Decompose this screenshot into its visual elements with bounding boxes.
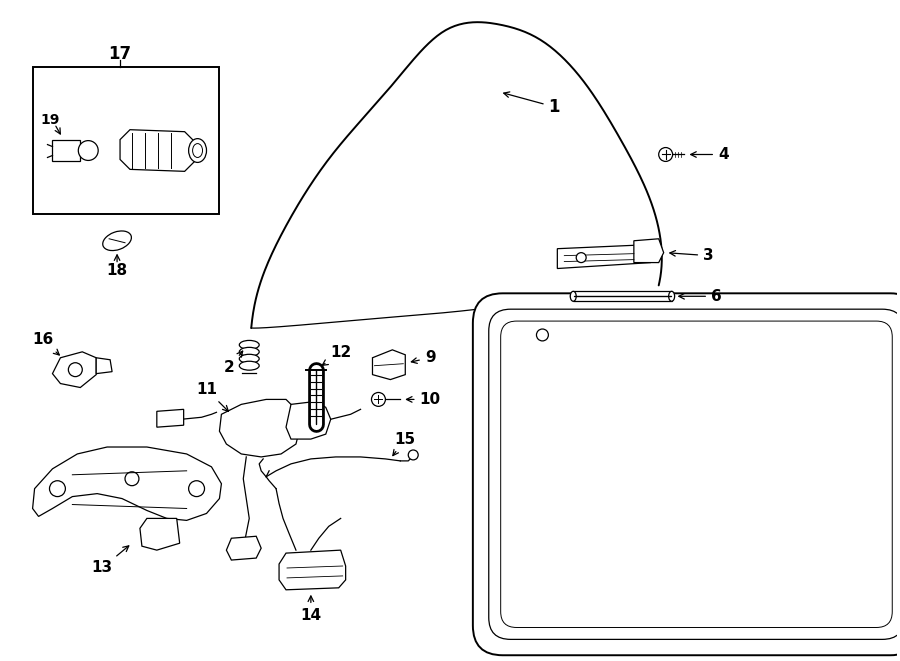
Polygon shape [52, 352, 96, 387]
Polygon shape [373, 350, 405, 379]
Ellipse shape [239, 340, 259, 350]
Bar [52, 139, 80, 161]
Text: 12: 12 [322, 345, 351, 366]
Bar [32, 67, 220, 214]
FancyBboxPatch shape [472, 293, 900, 655]
Text: 14: 14 [301, 596, 321, 623]
Circle shape [536, 329, 548, 341]
Polygon shape [32, 447, 221, 520]
Ellipse shape [239, 354, 259, 364]
Text: 6: 6 [679, 289, 722, 304]
Text: 4: 4 [690, 147, 729, 162]
Ellipse shape [571, 292, 576, 301]
Polygon shape [140, 518, 180, 550]
Text: 13: 13 [92, 546, 129, 576]
Polygon shape [279, 550, 346, 590]
Text: 10: 10 [407, 392, 441, 407]
Ellipse shape [669, 292, 675, 301]
Polygon shape [157, 409, 184, 427]
FancyBboxPatch shape [500, 321, 892, 627]
Polygon shape [96, 358, 112, 373]
Text: 8: 8 [682, 590, 724, 620]
Circle shape [372, 393, 385, 407]
Polygon shape [573, 292, 671, 301]
Text: 15: 15 [393, 432, 416, 455]
Circle shape [68, 363, 82, 377]
Ellipse shape [239, 362, 259, 370]
Text: 2: 2 [224, 351, 243, 375]
Text: 7: 7 [842, 350, 870, 366]
Circle shape [78, 141, 98, 161]
Polygon shape [797, 358, 835, 377]
Text: 19: 19 [40, 113, 60, 127]
Circle shape [189, 481, 204, 496]
Ellipse shape [193, 143, 202, 157]
Text: 11: 11 [196, 382, 229, 411]
Polygon shape [120, 130, 194, 171]
FancyBboxPatch shape [537, 358, 856, 591]
Text: 18: 18 [106, 263, 128, 278]
Polygon shape [220, 399, 301, 457]
FancyBboxPatch shape [489, 309, 900, 639]
Polygon shape [557, 245, 651, 268]
Ellipse shape [239, 348, 259, 356]
Text: 16: 16 [32, 332, 59, 355]
Text: 1: 1 [504, 92, 560, 116]
Circle shape [50, 481, 66, 496]
Ellipse shape [189, 139, 206, 163]
Circle shape [659, 147, 672, 161]
Circle shape [409, 450, 419, 460]
Text: 9: 9 [411, 350, 436, 366]
Circle shape [576, 253, 586, 262]
Circle shape [125, 472, 139, 486]
Polygon shape [227, 536, 261, 560]
Circle shape [530, 323, 554, 347]
Ellipse shape [103, 231, 131, 251]
Polygon shape [634, 239, 663, 262]
Text: 17: 17 [109, 46, 131, 63]
Polygon shape [286, 401, 330, 439]
Text: 3: 3 [670, 248, 714, 263]
Text: 5: 5 [508, 337, 527, 352]
